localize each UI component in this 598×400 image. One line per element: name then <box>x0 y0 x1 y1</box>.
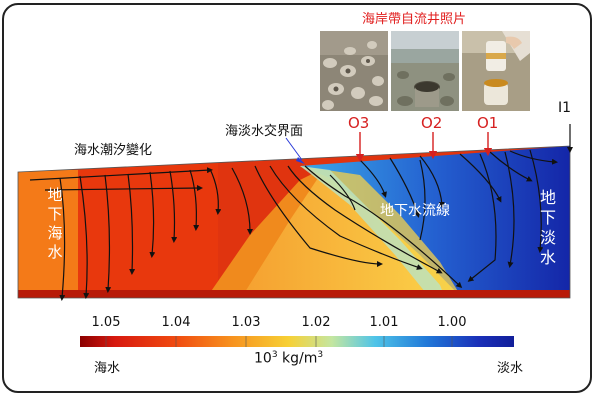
colorbar-tick: 1.00 <box>437 315 467 330</box>
colorbar-tick: 1.05 <box>91 315 121 330</box>
colorbar <box>80 336 514 347</box>
well-i1-label: I1 <box>558 100 572 116</box>
photo-o1 <box>462 31 530 111</box>
colorbar-right-label: 淡水 <box>497 361 524 376</box>
colorbar-tick: 1.02 <box>301 315 331 330</box>
well-o3-label: O3 <box>348 114 370 132</box>
colorbar-left-label: 海水 <box>94 361 121 376</box>
interface-label: 海淡水交界面 <box>225 124 304 139</box>
domain-outline <box>17 145 571 299</box>
density-field <box>18 146 570 298</box>
colorbar-tick: 1.01 <box>369 315 399 330</box>
well-o1-label: O1 <box>477 114 499 132</box>
photos-title: 海岸帶自流井照片 <box>361 12 466 27</box>
interface-leader <box>285 137 303 161</box>
well-o2-label: O2 <box>421 114 443 132</box>
colorbar-ticks <box>105 336 453 347</box>
seawater-label: 地下海水 <box>47 186 63 261</box>
colorbar-tick: 1.03 <box>231 315 261 330</box>
streamline-label: 地下水流線 <box>380 203 450 219</box>
colorbar-tick: 1.04 <box>161 315 191 330</box>
photo-o2 <box>391 31 459 111</box>
tide-label: 海水潮汐變化 <box>74 143 153 158</box>
colorbar-unit: 103 kg/m3 <box>254 350 324 367</box>
streamlines <box>29 149 558 301</box>
interface-leader-head <box>296 157 305 164</box>
freshwater-label: 地下淡水 <box>539 188 556 267</box>
photo-o3 <box>320 31 388 111</box>
